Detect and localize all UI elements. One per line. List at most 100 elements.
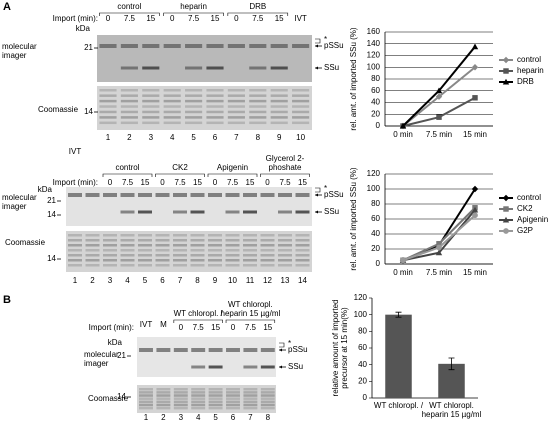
time-label: 7.5 (174, 178, 186, 187)
coomassie-band (249, 89, 267, 92)
lane-number: 7 (234, 133, 239, 142)
y-tick-label: 0 (376, 259, 381, 268)
coomassie-band (85, 239, 100, 242)
coomassie-band (226, 403, 240, 407)
coomassie-band (191, 388, 206, 391)
coomassie-band (260, 259, 275, 262)
imager-gel (66, 187, 312, 226)
group-label: control (117, 2, 142, 11)
stain-label: Coomassie (38, 105, 79, 114)
coomassie-band (226, 388, 240, 391)
imager-label: molecular imager (2, 193, 37, 211)
coomassie-band (120, 249, 135, 252)
coomassie-band (173, 249, 187, 252)
coomassie-band (260, 264, 275, 267)
coomassie-band (243, 403, 258, 407)
coomassie-band (208, 234, 222, 237)
lane-number: 9 (277, 133, 282, 142)
coomassie-band (68, 244, 82, 247)
coomassie-band (120, 116, 138, 119)
coomassie-band (173, 239, 187, 242)
time-label: 15 (193, 178, 202, 187)
y-tick-label: 40 (371, 98, 380, 107)
coomassie-band (185, 89, 203, 92)
gel-band (292, 44, 310, 48)
y-tick-label: 80 (371, 199, 380, 208)
coomassie-band (270, 89, 288, 92)
coomassie-band (278, 239, 292, 242)
lane-number: 3 (149, 133, 154, 142)
marker-label: 14 (84, 107, 93, 116)
coomassie-band (103, 264, 117, 267)
coomassie-band (278, 234, 292, 237)
coomassie-band (208, 249, 222, 252)
coomassie-band (243, 400, 258, 404)
y-tick-label: 60 (358, 343, 367, 352)
gel-band (208, 348, 223, 352)
coomassie-band (155, 264, 170, 267)
stain-label: Coomassie (5, 238, 46, 247)
x-tick-label: 15 min (463, 268, 487, 277)
coomassie-band (139, 403, 153, 407)
band-arrowhead (279, 348, 282, 352)
coomassie-band (163, 116, 181, 119)
coomassie-band (206, 116, 224, 119)
star-bracket (315, 187, 321, 193)
coomassie-gel (66, 231, 312, 272)
coomassie-band (173, 388, 188, 391)
coomassie-band (278, 264, 292, 267)
coomassie-band (85, 264, 100, 267)
coomassie-band (185, 105, 203, 108)
coomassie-band (270, 94, 288, 97)
lane-number: 14 (298, 276, 307, 285)
coomassie-band (292, 89, 310, 92)
coomassie-band (227, 89, 245, 92)
coomassie-band (156, 403, 171, 407)
lane-label: IVT (140, 320, 153, 329)
gel-band (120, 66, 138, 70)
gel-band (243, 193, 257, 197)
coomassie-band (139, 388, 153, 391)
coomassie-band (68, 239, 82, 242)
lane-number: 8 (195, 276, 200, 285)
coomassie-band (270, 105, 288, 108)
group-bracket (99, 12, 160, 16)
coomassie-band (85, 234, 100, 237)
y-tick-label: 80 (358, 326, 367, 335)
gel-band (190, 210, 205, 214)
coomassie-band (225, 254, 240, 257)
coomassie-band (249, 105, 267, 108)
time-label: 15 (141, 178, 150, 187)
coomassie-band (295, 254, 310, 257)
legend-label: DRB (517, 77, 534, 86)
lane-number: 1 (106, 133, 111, 142)
coomassie-band (156, 394, 171, 397)
coomassie-band (270, 110, 288, 114)
coomassie-band (295, 234, 310, 237)
gel-band (138, 193, 152, 197)
band-arrowhead (315, 210, 318, 214)
y-tick-label: 160 (367, 27, 381, 36)
kda-label: kDa (76, 24, 91, 33)
coomassie-band (227, 94, 245, 97)
gel-band (208, 365, 223, 369)
coomassie-band (173, 394, 188, 397)
time-label: 15 (298, 178, 307, 187)
group-bracket (225, 319, 276, 323)
lane-number: 13 (281, 276, 290, 285)
time-label: 0 (265, 178, 270, 187)
y-tick-label: 0 (376, 121, 381, 130)
point (502, 216, 510, 223)
coomassie-band (206, 110, 224, 114)
y-axis-label: rel. amt. of imported SSu (%) (348, 27, 358, 131)
time-label: 7.5 (279, 178, 291, 187)
coomassie-band (185, 110, 203, 114)
coomassie-band (292, 105, 310, 108)
time-label: 7.5 (188, 14, 200, 23)
import-label: Import (min): (89, 323, 134, 332)
coomassie-band (68, 254, 82, 257)
coomassie-band (190, 244, 205, 247)
coomassie-band (208, 403, 223, 407)
gel-band (270, 44, 288, 48)
gel-band (226, 348, 240, 352)
